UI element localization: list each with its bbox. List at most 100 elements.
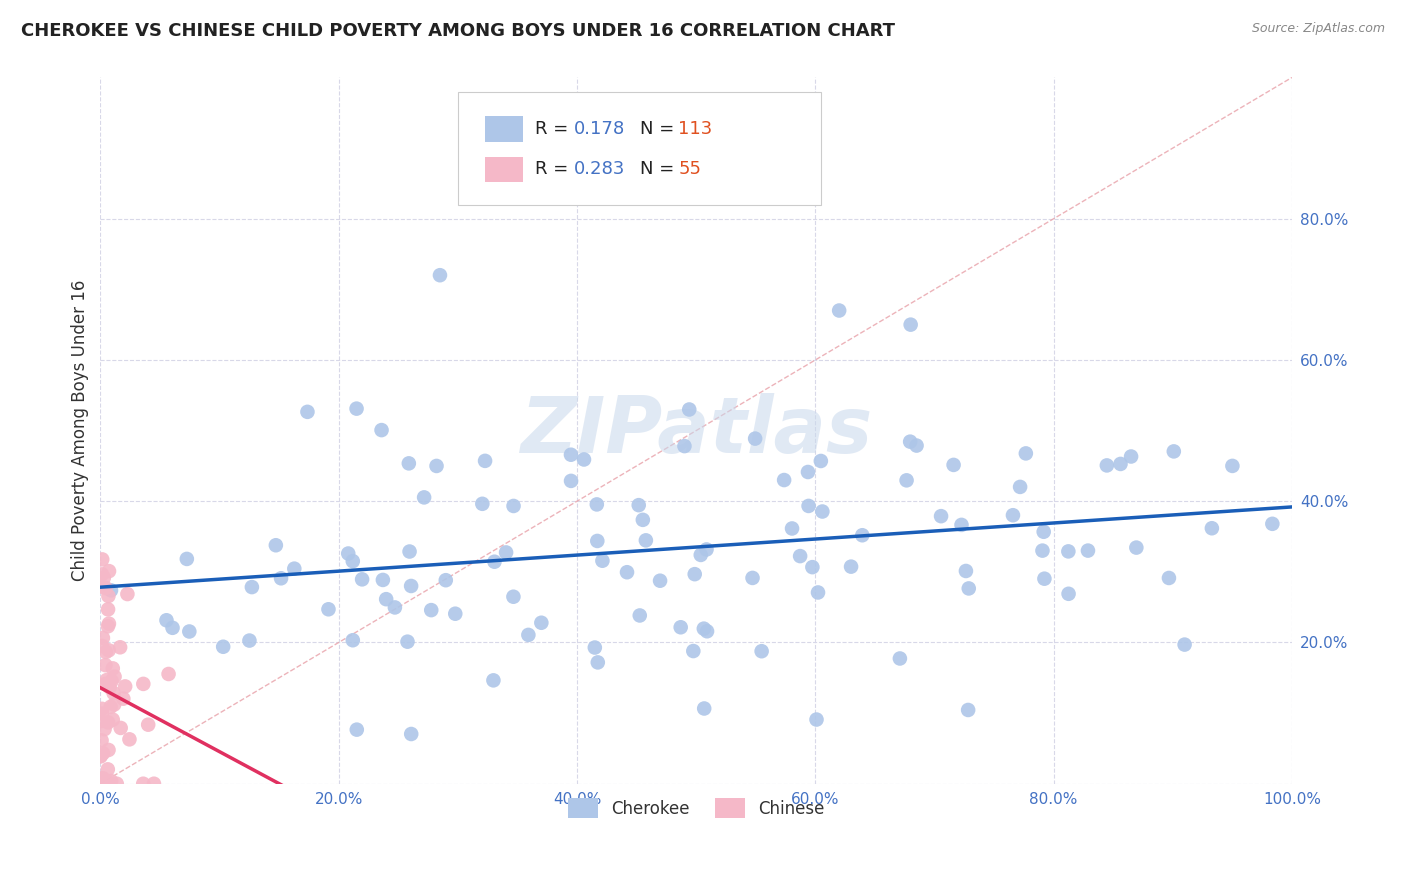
Point: [471, 497, 494, 511]
Point: [1015, 446, 1038, 460]
FancyBboxPatch shape: [485, 156, 523, 182]
Point: [896, 473, 918, 487]
Point: [839, 559, 862, 574]
Point: [1033, 572, 1056, 586]
Point: [238, 633, 260, 648]
Point: [89, 749, 111, 764]
Point: [591, 554, 613, 568]
Point: [801, 560, 824, 574]
Point: [132, 677, 155, 691]
Point: [741, 571, 763, 585]
Point: [212, 640, 235, 654]
Point: [342, 554, 364, 568]
Point: [502, 499, 524, 513]
Point: [929, 509, 952, 524]
Text: N =: N =: [640, 120, 681, 138]
Point: [114, 680, 136, 694]
Point: [678, 402, 700, 417]
Point: [384, 600, 406, 615]
Point: [142, 777, 165, 791]
Point: [179, 624, 201, 639]
Point: [474, 454, 496, 468]
Point: [1031, 543, 1053, 558]
Point: [91, 567, 114, 582]
Point: [342, 633, 364, 648]
Point: [673, 439, 696, 453]
Point: [682, 644, 704, 658]
Point: [90, 714, 112, 728]
Point: [91, 552, 114, 566]
Point: [132, 777, 155, 791]
Point: [634, 533, 657, 548]
Point: [396, 634, 419, 648]
Point: [90, 772, 112, 786]
Point: [797, 499, 820, 513]
Point: [806, 713, 828, 727]
Text: 55: 55: [678, 161, 702, 178]
Text: 113: 113: [678, 120, 713, 138]
Point: [572, 452, 595, 467]
Point: [93, 777, 115, 791]
Point: [97, 602, 120, 616]
Point: [1077, 543, 1099, 558]
Point: [108, 640, 131, 655]
Text: 0.283: 0.283: [574, 161, 624, 178]
Point: [789, 549, 811, 563]
Point: [1001, 508, 1024, 523]
Point: [942, 458, 965, 472]
Point: [1010, 480, 1032, 494]
Point: [399, 727, 422, 741]
Point: [1032, 524, 1054, 539]
Point: [337, 547, 360, 561]
Point: [157, 667, 180, 681]
Point: [957, 582, 980, 596]
Point: [420, 603, 443, 617]
Point: [240, 580, 263, 594]
Point: [484, 555, 506, 569]
Point: [97, 763, 120, 777]
Point: [780, 521, 803, 535]
Point: [1157, 571, 1180, 585]
Point: [270, 571, 292, 585]
Point: [112, 691, 135, 706]
Point: [1174, 638, 1197, 652]
Point: [346, 723, 368, 737]
Point: [773, 473, 796, 487]
Point: [91, 631, 114, 645]
Point: [352, 572, 374, 586]
Point: [283, 562, 305, 576]
Point: [898, 434, 921, 449]
Point: [97, 643, 120, 657]
Point: [1125, 541, 1147, 555]
Point: [434, 573, 457, 587]
Point: [425, 458, 447, 473]
Point: [90, 748, 112, 763]
Point: [94, 581, 117, 595]
Point: [797, 465, 820, 479]
Point: [97, 616, 120, 631]
Point: [810, 454, 832, 468]
Point: [264, 538, 287, 552]
Point: [828, 303, 851, 318]
Point: [297, 405, 319, 419]
Point: [586, 656, 609, 670]
Point: [375, 592, 398, 607]
Point: [93, 722, 115, 736]
Point: [97, 619, 120, 633]
Point: [162, 621, 184, 635]
Point: [586, 533, 609, 548]
Point: [97, 715, 120, 730]
Point: [950, 517, 973, 532]
Point: [399, 579, 422, 593]
Point: [100, 699, 122, 714]
FancyBboxPatch shape: [485, 116, 523, 142]
Point: [93, 571, 115, 585]
Point: [955, 564, 977, 578]
Point: [90, 706, 112, 721]
Point: [371, 573, 394, 587]
Point: [585, 497, 607, 511]
Point: [155, 613, 177, 627]
Point: [118, 732, 141, 747]
Point: [517, 628, 540, 642]
Point: [100, 774, 122, 789]
